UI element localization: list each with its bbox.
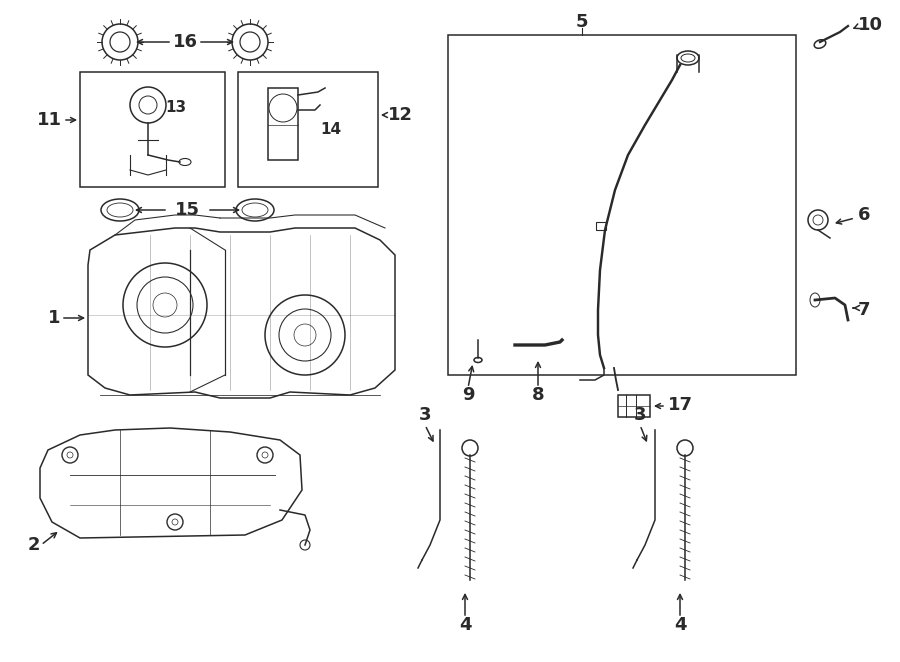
- Text: 14: 14: [320, 122, 341, 138]
- Text: 5: 5: [576, 13, 589, 31]
- Text: 10: 10: [858, 16, 883, 34]
- Text: 3: 3: [634, 406, 646, 424]
- Text: 4: 4: [674, 616, 686, 634]
- Text: 15: 15: [175, 201, 200, 219]
- Text: 3: 3: [418, 406, 431, 424]
- Bar: [618, 395, 650, 417]
- Text: 9: 9: [462, 386, 474, 404]
- Text: 7: 7: [858, 301, 870, 319]
- Text: 1: 1: [48, 309, 60, 327]
- Text: 6: 6: [858, 206, 870, 224]
- Bar: [448, 35, 796, 375]
- Bar: [238, 72, 378, 187]
- Text: 17: 17: [668, 396, 693, 414]
- Text: 8: 8: [532, 386, 544, 404]
- Text: 13: 13: [165, 101, 186, 115]
- Text: 16: 16: [173, 33, 197, 51]
- Bar: [80, 72, 225, 187]
- Bar: [268, 88, 298, 160]
- Text: 4: 4: [459, 616, 472, 634]
- Text: 12: 12: [388, 106, 413, 124]
- Text: 2: 2: [28, 536, 40, 554]
- Bar: [596, 222, 606, 230]
- Text: 11: 11: [37, 111, 62, 129]
